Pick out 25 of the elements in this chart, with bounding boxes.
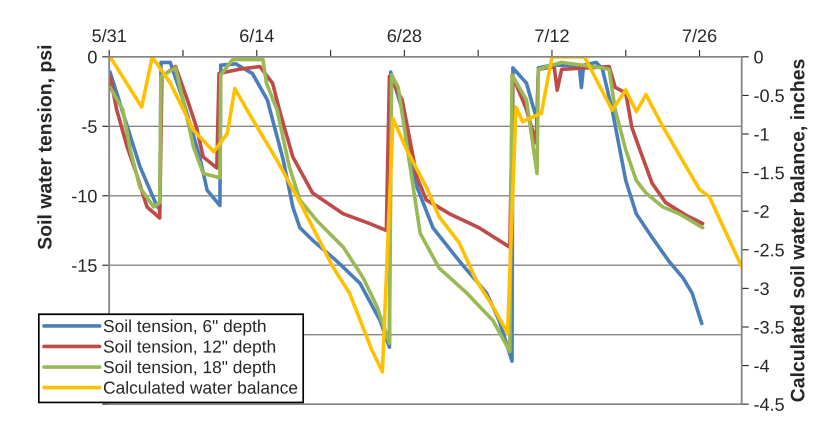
y2-axis-title: Calculated soil water balance, inches — [790, 59, 808, 402]
y2-tick-label: -4.5 — [754, 398, 784, 411]
y-tick-label: -10 — [72, 190, 97, 202]
x-tick-label: 6/14 — [240, 28, 274, 42]
legend-label: Soil tension, 18" depth — [104, 360, 276, 377]
y2-tick-label: -2.5 — [754, 244, 784, 257]
x-tick-label: 5/31 — [92, 28, 126, 42]
x-tick-label: 7/12 — [535, 28, 569, 42]
y2-tick-label: -4 — [754, 360, 770, 372]
x-tick-label: 6/28 — [388, 28, 422, 42]
y-tick-label: 0 — [88, 50, 97, 64]
y2-tick-label: -1.5 — [754, 166, 784, 180]
legend-label: Soil tension, 6" depth — [104, 319, 266, 336]
y-axis-title: Soil water tension, psi — [37, 46, 56, 250]
y2-tick-label: -1 — [754, 128, 769, 141]
y-tick-label: -15 — [72, 259, 97, 272]
y2-tick-label: -3.5 — [754, 320, 784, 334]
legend-label: Calculated water balance — [104, 381, 298, 394]
legend-label: Soil tension, 12" depth — [104, 340, 276, 356]
y2-tick-label: -2 — [754, 205, 769, 218]
y2-tick-label: -3 — [754, 282, 769, 296]
y2-tick-label: -0.5 — [754, 89, 784, 102]
x-tick-label: 7/26 — [682, 28, 716, 42]
y-tick-label: -5 — [82, 120, 97, 134]
y2-tick-label: 0 — [754, 50, 763, 64]
